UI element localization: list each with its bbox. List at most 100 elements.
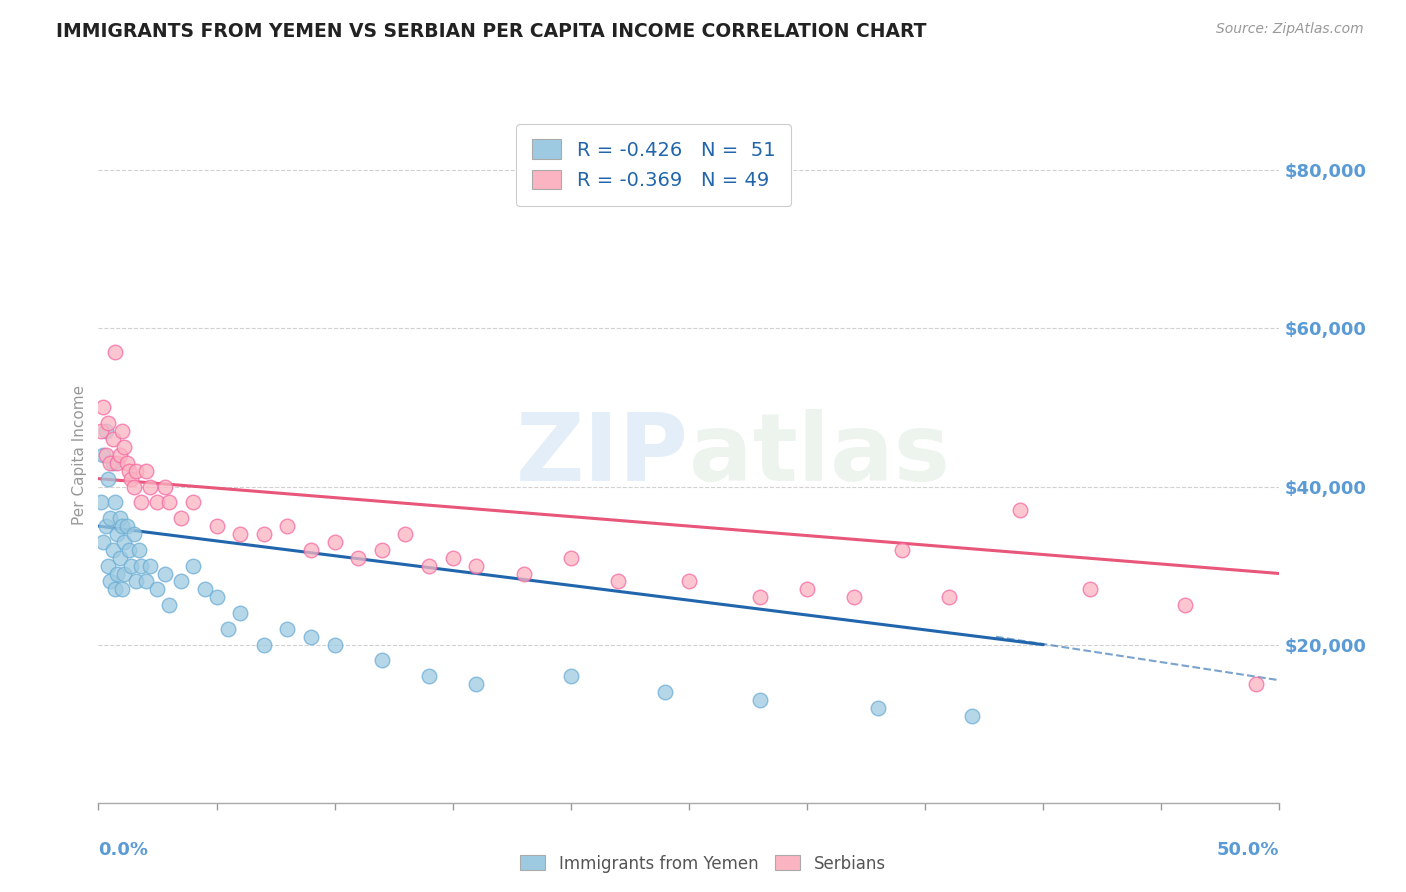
Point bbox=[153, 479, 176, 493]
Point bbox=[229, 606, 252, 620]
Point bbox=[1008, 503, 1031, 517]
Point bbox=[217, 622, 239, 636]
Point bbox=[98, 574, 121, 589]
Point bbox=[347, 550, 370, 565]
Point bbox=[205, 519, 228, 533]
Point bbox=[253, 527, 276, 541]
Point bbox=[796, 582, 818, 597]
Point bbox=[121, 472, 143, 486]
Point bbox=[118, 464, 141, 478]
Point bbox=[654, 685, 676, 699]
Point bbox=[678, 574, 700, 589]
Point bbox=[181, 495, 204, 509]
Point bbox=[276, 519, 298, 533]
Point bbox=[157, 495, 180, 509]
Point bbox=[157, 598, 180, 612]
Point bbox=[91, 401, 114, 415]
Point bbox=[146, 495, 169, 509]
Point bbox=[323, 535, 346, 549]
Point bbox=[607, 574, 630, 589]
Point bbox=[139, 479, 162, 493]
Point bbox=[128, 542, 150, 557]
Point bbox=[135, 464, 157, 478]
Legend: R = -0.426   N =  51, R = -0.369   N = 49: R = -0.426 N = 51, R = -0.369 N = 49 bbox=[516, 124, 790, 206]
Point bbox=[253, 638, 276, 652]
Point bbox=[560, 669, 582, 683]
Point bbox=[101, 432, 124, 446]
Point bbox=[101, 456, 124, 470]
Point bbox=[299, 542, 322, 557]
Text: Source: ZipAtlas.com: Source: ZipAtlas.com bbox=[1216, 22, 1364, 37]
Point bbox=[105, 527, 128, 541]
Point bbox=[890, 542, 912, 557]
Point bbox=[229, 527, 252, 541]
Point bbox=[94, 519, 117, 533]
Point bbox=[135, 574, 157, 589]
Point bbox=[962, 708, 984, 723]
Point bbox=[90, 424, 112, 438]
Point bbox=[844, 591, 866, 605]
Point bbox=[98, 456, 121, 470]
Point bbox=[115, 456, 138, 470]
Text: ZIP: ZIP bbox=[516, 409, 689, 501]
Point bbox=[139, 558, 162, 573]
Point bbox=[129, 558, 152, 573]
Point bbox=[866, 701, 889, 715]
Point bbox=[748, 591, 770, 605]
Point bbox=[371, 653, 394, 667]
Legend: Immigrants from Yemen, Serbians: Immigrants from Yemen, Serbians bbox=[513, 848, 893, 880]
Point bbox=[108, 511, 131, 525]
Point bbox=[465, 558, 488, 573]
Point bbox=[105, 566, 128, 581]
Point bbox=[98, 511, 121, 525]
Point bbox=[97, 417, 120, 431]
Point bbox=[108, 550, 131, 565]
Point bbox=[112, 440, 135, 454]
Point bbox=[112, 535, 135, 549]
Point bbox=[1174, 598, 1197, 612]
Text: IMMIGRANTS FROM YEMEN VS SERBIAN PER CAPITA INCOME CORRELATION CHART: IMMIGRANTS FROM YEMEN VS SERBIAN PER CAP… bbox=[56, 22, 927, 41]
Point bbox=[129, 495, 152, 509]
Point bbox=[122, 527, 145, 541]
Point bbox=[441, 550, 464, 565]
Point bbox=[125, 574, 148, 589]
Point bbox=[1244, 677, 1267, 691]
Point bbox=[205, 591, 228, 605]
Point bbox=[299, 630, 322, 644]
Point bbox=[371, 542, 394, 557]
Point bbox=[146, 582, 169, 597]
Point bbox=[112, 566, 135, 581]
Point bbox=[104, 345, 127, 359]
Point bbox=[91, 448, 114, 462]
Point bbox=[97, 558, 120, 573]
Point bbox=[153, 566, 176, 581]
Point bbox=[560, 550, 582, 565]
Point bbox=[105, 456, 128, 470]
Point bbox=[108, 448, 131, 462]
Point bbox=[938, 591, 960, 605]
Point bbox=[111, 582, 134, 597]
Point bbox=[512, 566, 534, 581]
Point bbox=[94, 448, 117, 462]
Point bbox=[1080, 582, 1102, 597]
Point bbox=[394, 527, 416, 541]
Point bbox=[111, 519, 134, 533]
Point bbox=[115, 519, 138, 533]
Text: atlas: atlas bbox=[689, 409, 950, 501]
Point bbox=[101, 542, 124, 557]
Point bbox=[122, 479, 145, 493]
Point bbox=[323, 638, 346, 652]
Point bbox=[181, 558, 204, 573]
Point bbox=[748, 693, 770, 707]
Point bbox=[94, 424, 117, 438]
Text: 0.0%: 0.0% bbox=[98, 841, 149, 859]
Text: 50.0%: 50.0% bbox=[1218, 841, 1279, 859]
Point bbox=[170, 574, 193, 589]
Point bbox=[104, 582, 127, 597]
Point bbox=[125, 464, 148, 478]
Point bbox=[104, 495, 127, 509]
Point bbox=[118, 542, 141, 557]
Point bbox=[418, 669, 440, 683]
Point bbox=[276, 622, 298, 636]
Point bbox=[91, 535, 114, 549]
